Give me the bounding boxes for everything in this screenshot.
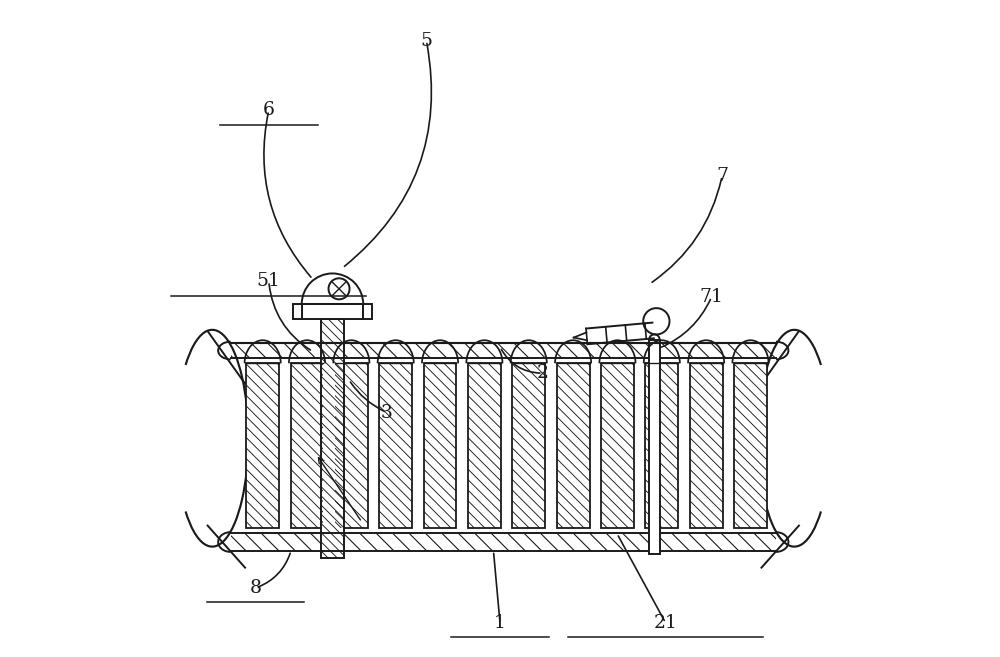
Bar xyxy=(557,363,590,528)
Text: 2: 2 xyxy=(537,364,549,382)
Bar xyxy=(293,304,302,319)
Bar xyxy=(335,363,368,528)
Bar xyxy=(690,363,723,528)
Text: 5: 5 xyxy=(420,32,432,50)
Bar xyxy=(291,363,323,528)
Bar xyxy=(424,363,456,528)
Bar xyxy=(468,363,501,528)
Bar xyxy=(231,343,776,358)
Bar xyxy=(601,363,634,528)
Text: 71: 71 xyxy=(700,288,723,306)
Text: 51: 51 xyxy=(257,272,281,290)
Bar xyxy=(302,304,363,319)
Bar xyxy=(231,533,776,551)
Circle shape xyxy=(329,279,350,300)
Bar xyxy=(246,363,279,528)
Bar xyxy=(734,363,767,528)
Bar xyxy=(645,363,678,528)
Bar xyxy=(512,363,545,528)
Bar xyxy=(363,304,372,319)
Text: 6: 6 xyxy=(263,101,275,120)
Text: 8: 8 xyxy=(250,579,262,597)
Text: 3: 3 xyxy=(381,403,393,422)
Text: 1: 1 xyxy=(494,614,506,632)
Text: 7: 7 xyxy=(716,167,728,185)
Text: 21: 21 xyxy=(654,614,678,632)
Bar xyxy=(321,319,344,558)
Bar xyxy=(649,340,660,554)
Bar xyxy=(379,363,412,528)
